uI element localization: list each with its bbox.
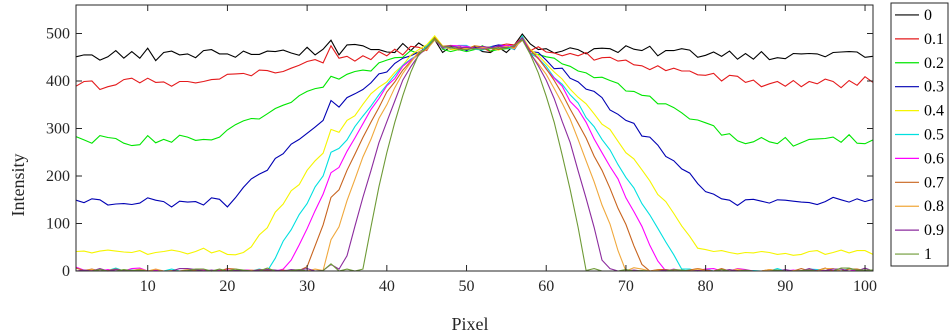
x-tick-label-60: 60: [538, 278, 554, 295]
y-tick-label-300: 300: [46, 121, 70, 138]
legend-label-0.2: 0.2: [924, 55, 944, 72]
legend-label-0.9: 0.9: [924, 222, 944, 239]
legend-label-1: 1: [924, 246, 932, 263]
series-line-0.4: [75, 34, 874, 256]
legend-label-0.6: 0.6: [924, 150, 944, 167]
series-line-0.7: [75, 36, 873, 272]
series-line-0.1: [75, 35, 874, 91]
y-axis-label: Intensity: [8, 154, 28, 217]
x-tick-label-30: 30: [299, 278, 315, 295]
axes-box: [75, 4, 874, 272]
legend-label-0.1: 0.1: [924, 31, 944, 48]
legend-label-0: 0: [924, 7, 932, 24]
legend: 0 0.1 0.2 0.3 0.4 0.5 0.6 0.7 0.8 0.9 1: [890, 2, 949, 267]
legend-label-0.5: 0.5: [924, 127, 944, 144]
series-line-0.8: [76, 37, 873, 272]
x-axis-label: Pixel: [451, 314, 488, 334]
series-line-0.9: [75, 36, 874, 272]
y-tick-label-500: 500: [46, 26, 70, 43]
axes: 10 20 30 40 50 60 70 80 90 100 0 100 200 300 400 500: [46, 4, 877, 295]
x-tick-label-10: 10: [140, 278, 156, 295]
series-line-0.6: [75, 36, 874, 272]
y-tick-label-200: 200: [46, 168, 70, 185]
x-tick-label-20: 20: [219, 278, 235, 295]
legend-label-0.7: 0.7: [924, 174, 944, 191]
x-tick-label-40: 40: [379, 278, 395, 295]
x-tick-label-100: 100: [853, 278, 877, 295]
x-tick-label-70: 70: [618, 278, 634, 295]
y-tick-label-400: 400: [46, 73, 70, 90]
legend-label-0.3: 0.3: [924, 79, 944, 96]
plot-area: [75, 33, 874, 272]
series-line-0.3: [75, 36, 874, 208]
series-line-1: [76, 38, 873, 272]
x-tick-label-50: 50: [459, 278, 475, 295]
series-line-0.2: [75, 35, 874, 147]
y-tick-label-100: 100: [46, 216, 70, 233]
legend-label-0.8: 0.8: [924, 198, 944, 215]
series-line-0.5: [76, 34, 873, 272]
legend-label-0.4: 0.4: [924, 103, 944, 120]
x-tick-label-90: 90: [777, 278, 793, 295]
series-line-0: [75, 33, 874, 62]
y-tick-label-0: 0: [62, 263, 70, 280]
x-tick-label-80: 80: [698, 278, 714, 295]
